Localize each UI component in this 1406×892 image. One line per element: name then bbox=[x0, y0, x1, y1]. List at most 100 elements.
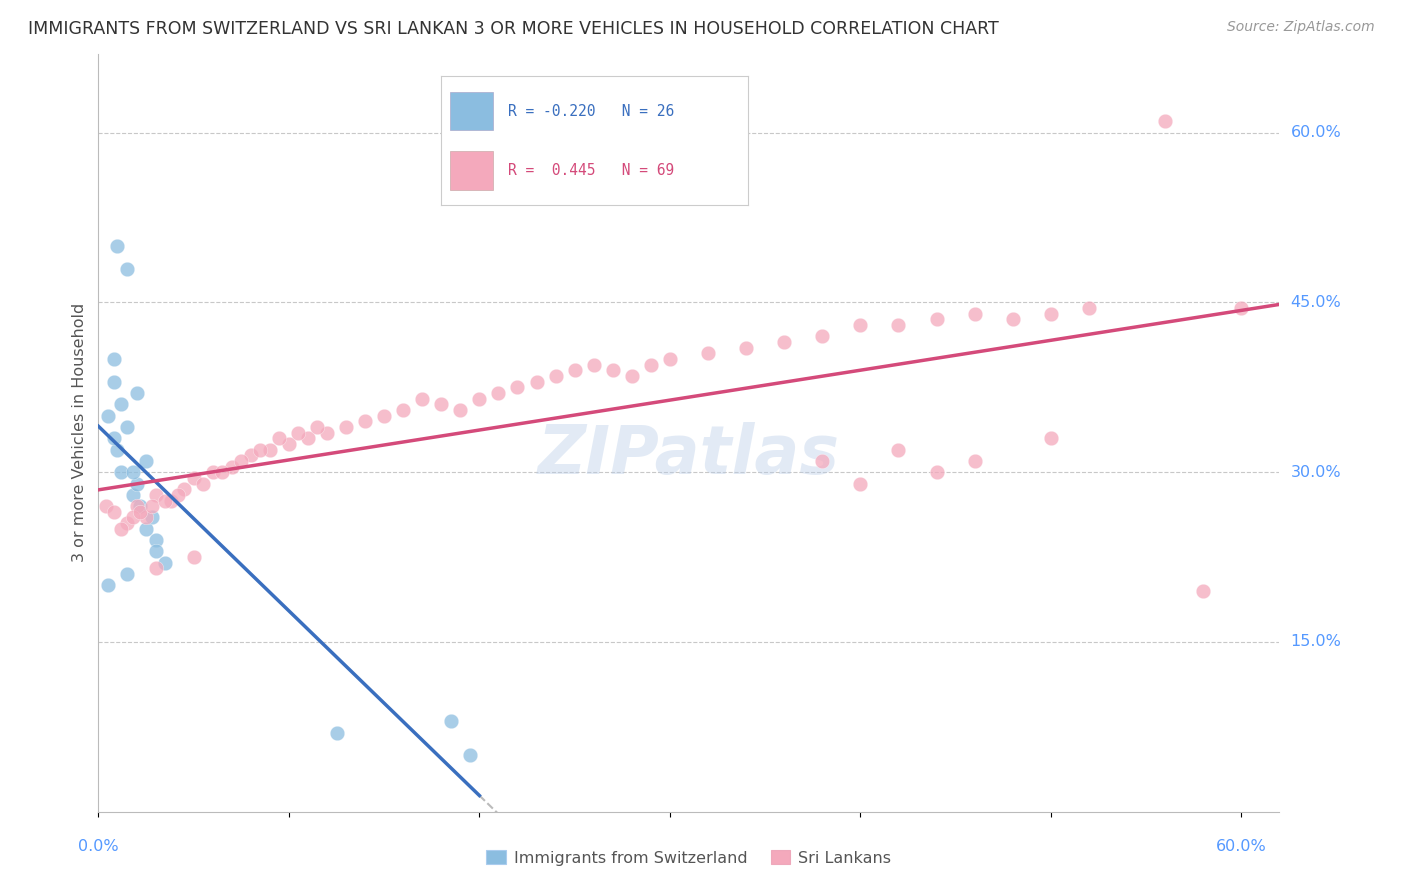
Point bbox=[115, 567, 138, 582]
Point bbox=[121, 510, 143, 524]
Text: 60.0%: 60.0% bbox=[1216, 839, 1267, 855]
Point bbox=[325, 725, 347, 739]
Point bbox=[849, 318, 872, 332]
Point bbox=[1230, 301, 1253, 315]
Point bbox=[963, 454, 986, 468]
Point bbox=[1001, 312, 1024, 326]
Point bbox=[811, 454, 834, 468]
Point bbox=[103, 375, 125, 389]
Point bbox=[239, 448, 262, 462]
Point bbox=[259, 442, 281, 457]
Point bbox=[1039, 431, 1062, 445]
Legend: Immigrants from Switzerland, Sri Lankans: Immigrants from Switzerland, Sri Lankans bbox=[479, 844, 898, 872]
Point bbox=[811, 329, 834, 343]
Point bbox=[430, 397, 453, 411]
Point bbox=[849, 476, 872, 491]
Point bbox=[373, 409, 395, 423]
Point bbox=[141, 510, 163, 524]
Point bbox=[211, 465, 233, 479]
Point bbox=[582, 358, 605, 372]
Point bbox=[269, 431, 291, 445]
Text: 0.0%: 0.0% bbox=[79, 839, 118, 855]
Point bbox=[488, 386, 510, 401]
Point bbox=[103, 431, 125, 445]
Point bbox=[145, 544, 167, 558]
Point bbox=[107, 239, 129, 253]
Point bbox=[640, 358, 662, 372]
Point bbox=[335, 420, 357, 434]
Text: ZIPatlas: ZIPatlas bbox=[538, 423, 839, 488]
Point bbox=[110, 522, 132, 536]
Point bbox=[103, 352, 125, 367]
Point bbox=[153, 556, 176, 570]
Point bbox=[602, 363, 624, 377]
Point bbox=[103, 505, 125, 519]
Point bbox=[129, 505, 152, 519]
Text: 30.0%: 30.0% bbox=[1291, 465, 1341, 480]
Point bbox=[193, 476, 215, 491]
Point bbox=[115, 516, 138, 530]
Point bbox=[135, 510, 157, 524]
Point bbox=[167, 488, 190, 502]
Point bbox=[307, 420, 329, 434]
Point bbox=[110, 465, 132, 479]
Text: IMMIGRANTS FROM SWITZERLAND VS SRI LANKAN 3 OR MORE VEHICLES IN HOUSEHOLD CORREL: IMMIGRANTS FROM SWITZERLAND VS SRI LANKA… bbox=[28, 20, 998, 37]
Point bbox=[125, 476, 148, 491]
Point bbox=[201, 465, 224, 479]
Point bbox=[135, 522, 157, 536]
Point bbox=[277, 437, 299, 451]
Point bbox=[411, 392, 433, 406]
Point bbox=[183, 471, 205, 485]
Point bbox=[1039, 307, 1062, 321]
Point bbox=[735, 341, 758, 355]
Point bbox=[97, 409, 120, 423]
Point bbox=[159, 493, 181, 508]
Text: 45.0%: 45.0% bbox=[1291, 295, 1341, 310]
Point bbox=[564, 363, 586, 377]
Point bbox=[620, 369, 643, 384]
Point bbox=[887, 442, 910, 457]
Point bbox=[773, 335, 796, 350]
Point bbox=[173, 482, 195, 496]
Point bbox=[121, 488, 143, 502]
Point bbox=[129, 499, 152, 513]
Point bbox=[287, 425, 309, 440]
Point bbox=[107, 442, 129, 457]
Point bbox=[183, 550, 205, 565]
Text: 60.0%: 60.0% bbox=[1291, 125, 1341, 140]
Point bbox=[145, 561, 167, 575]
Point bbox=[115, 261, 138, 276]
Text: Source: ZipAtlas.com: Source: ZipAtlas.com bbox=[1227, 20, 1375, 34]
Point bbox=[925, 312, 948, 326]
Point bbox=[316, 425, 339, 440]
Point bbox=[1192, 584, 1215, 599]
Point bbox=[125, 499, 148, 513]
Point bbox=[392, 403, 415, 417]
Point bbox=[449, 403, 471, 417]
Point bbox=[97, 578, 120, 592]
Point bbox=[658, 352, 681, 367]
Point bbox=[544, 369, 567, 384]
Point bbox=[354, 414, 377, 428]
Point bbox=[1078, 301, 1101, 315]
Point bbox=[1154, 114, 1177, 128]
Point bbox=[145, 488, 167, 502]
Point bbox=[468, 392, 491, 406]
Point bbox=[110, 397, 132, 411]
Point bbox=[115, 420, 138, 434]
Point bbox=[153, 493, 176, 508]
Point bbox=[297, 431, 319, 445]
Point bbox=[125, 386, 148, 401]
Point bbox=[141, 499, 163, 513]
Point bbox=[145, 533, 167, 548]
Point bbox=[94, 499, 117, 513]
Point bbox=[925, 465, 948, 479]
Point bbox=[506, 380, 529, 394]
Point bbox=[526, 375, 548, 389]
Text: 15.0%: 15.0% bbox=[1291, 634, 1341, 649]
Point bbox=[963, 307, 986, 321]
Point bbox=[440, 714, 463, 729]
Point bbox=[249, 442, 271, 457]
Y-axis label: 3 or more Vehicles in Household: 3 or more Vehicles in Household bbox=[72, 303, 87, 562]
Point bbox=[458, 748, 481, 763]
